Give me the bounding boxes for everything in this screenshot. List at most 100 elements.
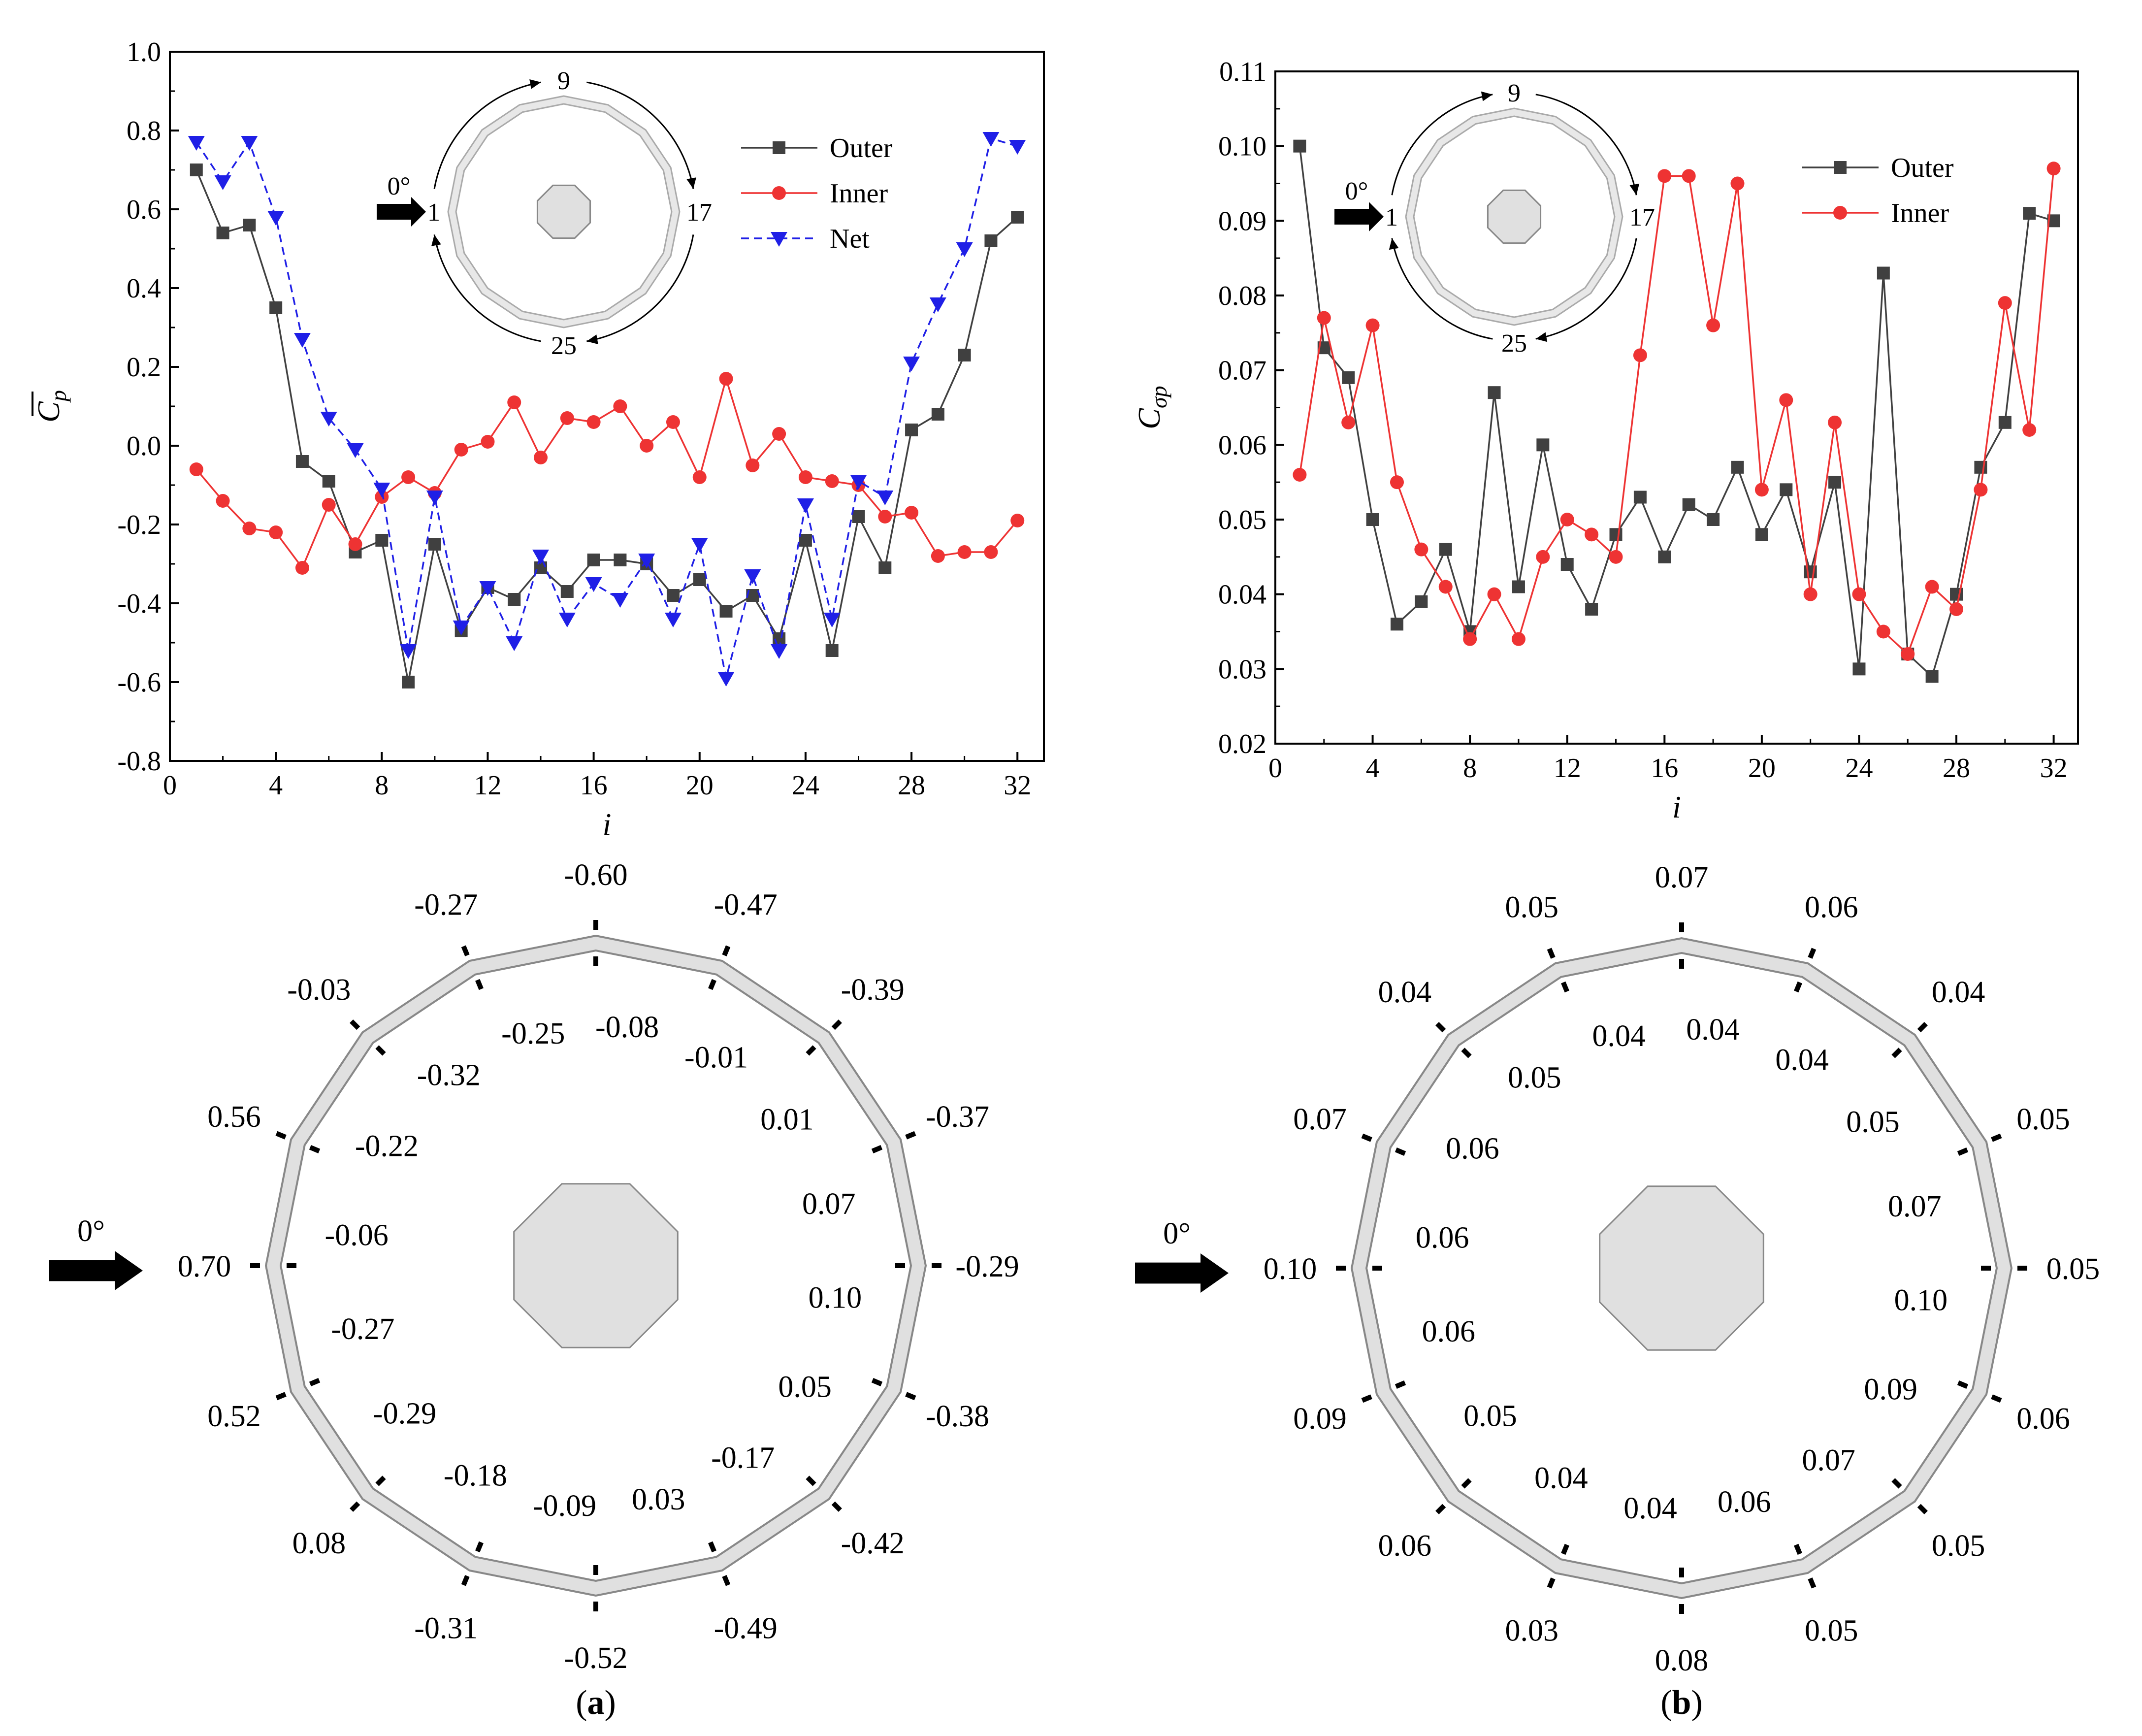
- circulation-arc: [586, 234, 694, 342]
- x-tick-label: 32: [2040, 753, 2068, 784]
- data-point: [508, 593, 521, 606]
- y-axis-title-base: C: [31, 401, 66, 423]
- data-point: [1512, 580, 1525, 593]
- data-point: [1511, 632, 1525, 646]
- y-tick-label: -0.8: [117, 746, 161, 777]
- outer-value-label: -0.37: [926, 1100, 989, 1134]
- data-point: [241, 136, 258, 151]
- outer-value-label: -0.49: [714, 1611, 778, 1645]
- y-tick-label: 0.09: [1218, 206, 1266, 236]
- outer-value-label: 0.05: [2016, 1103, 2070, 1136]
- data-point: [1877, 266, 1890, 280]
- data-point: [958, 349, 971, 361]
- y-tick-label: -0.4: [117, 589, 161, 619]
- data-point: [878, 561, 892, 574]
- y-tick-label: -0.6: [117, 667, 161, 698]
- tap-marker: [375, 1045, 386, 1056]
- x-tick-label: 8: [1463, 753, 1477, 784]
- data-point: [1439, 543, 1452, 556]
- paren: (: [576, 1684, 587, 1722]
- outer-value-label: 0.05: [1505, 891, 1559, 924]
- x-tick-label: 8: [375, 770, 389, 801]
- data-point: [692, 470, 707, 484]
- paren: (: [1660, 1684, 1672, 1722]
- data-point: [1293, 468, 1307, 482]
- outer-value-label: 0.08: [1655, 1644, 1709, 1677]
- data-point: [1365, 318, 1380, 332]
- series-outer: [1293, 139, 2060, 683]
- outer-value-label: 0.04: [1932, 976, 1985, 1009]
- y-tick-label: 0.08: [1218, 281, 1266, 311]
- y-tick-label: 0.6: [127, 195, 161, 225]
- data-point: [426, 491, 443, 505]
- chart-top-right: 0 4 8 12 16 20 24 28 32 0.11 0.10 0.09 0.08 0.07 0.06 0…: [1132, 57, 2079, 824]
- data-point: [506, 636, 523, 651]
- tap-marker: [1561, 1543, 1569, 1555]
- tap-marker: [1808, 948, 1817, 959]
- data-point: [931, 408, 944, 421]
- outer-value-label: 0.04: [1378, 976, 1432, 1009]
- tap-marker: [1991, 1394, 2002, 1403]
- tap-marker: [309, 1145, 321, 1153]
- data-point: [1780, 483, 1793, 496]
- data-point: [481, 435, 495, 449]
- tap-marker: [1395, 1147, 1406, 1156]
- legend-label: Net: [830, 224, 870, 254]
- data-point: [347, 443, 364, 458]
- data-point: [454, 443, 468, 457]
- inner-value-label: -0.08: [595, 1011, 659, 1044]
- ring-diagram-panel_a: 0.70 -0.06 0.56 -0.22 -0.03 -0.32 -0.27 -0.25 -0…: [49, 858, 1019, 1722]
- data-point: [1925, 670, 1939, 683]
- tap-marker: [871, 1378, 883, 1386]
- y-axis-title-base: C: [1132, 408, 1167, 429]
- data-point: [1706, 318, 1720, 332]
- legend-label: Outer: [830, 133, 893, 164]
- data-point: [560, 411, 574, 425]
- data-point: [401, 470, 416, 484]
- inner-value-label: 0.07: [802, 1187, 856, 1221]
- series-line: [195, 137, 1018, 679]
- inner-value-label: 0.04: [1686, 1013, 1740, 1047]
- inner-value-label: 0.05: [1508, 1061, 1561, 1095]
- data-point: [850, 475, 867, 490]
- outer-value-label: 0.06: [2016, 1402, 2070, 1436]
- y-tick-label: 0.0: [127, 431, 161, 461]
- data-point: [1463, 632, 1477, 646]
- inner-value-label: 0.07: [1802, 1443, 1855, 1477]
- circulation-arc: [1535, 238, 1637, 340]
- data-point: [1707, 513, 1720, 526]
- plot-frame: [1274, 70, 2079, 745]
- y-tick-label: 0.10: [1218, 131, 1266, 162]
- y-axis-title: Cσp: [1132, 386, 1171, 429]
- tap-marker: [708, 1541, 716, 1553]
- y-tick-label: 0.8: [127, 116, 161, 146]
- tap-marker: [1547, 948, 1556, 959]
- tap-marker: [461, 1575, 470, 1586]
- legend-marker: [1834, 161, 1847, 174]
- data-point: [214, 175, 231, 190]
- inner-value-label: 0.05: [1846, 1105, 1900, 1139]
- legend-marker: [1833, 206, 1847, 220]
- data-point: [825, 644, 839, 657]
- legend-label: Inner: [830, 178, 888, 209]
- data-point: [1803, 587, 1817, 601]
- data-point: [1488, 386, 1501, 399]
- data-point: [189, 462, 203, 476]
- x-axis-title: i: [603, 807, 612, 842]
- arc-arrowhead: [529, 79, 541, 89]
- wind-arrow-icon: [1334, 202, 1384, 231]
- panel-letter: b: [1672, 1684, 1691, 1722]
- y-tick-label: 0.05: [1218, 505, 1266, 535]
- data-point: [1585, 527, 1599, 542]
- x-tick-label: 4: [269, 770, 283, 801]
- inner-value-label: -0.29: [373, 1397, 436, 1431]
- inner-value-label: -0.18: [444, 1459, 507, 1493]
- outer-value-label: -0.31: [414, 1611, 478, 1645]
- inner-value-label: -0.06: [325, 1218, 389, 1252]
- data-point: [532, 550, 550, 564]
- data-point: [348, 537, 362, 551]
- x-tick-label: 12: [474, 770, 501, 801]
- data-point: [903, 357, 920, 371]
- tap-marker: [722, 945, 731, 956]
- data-point: [534, 451, 548, 464]
